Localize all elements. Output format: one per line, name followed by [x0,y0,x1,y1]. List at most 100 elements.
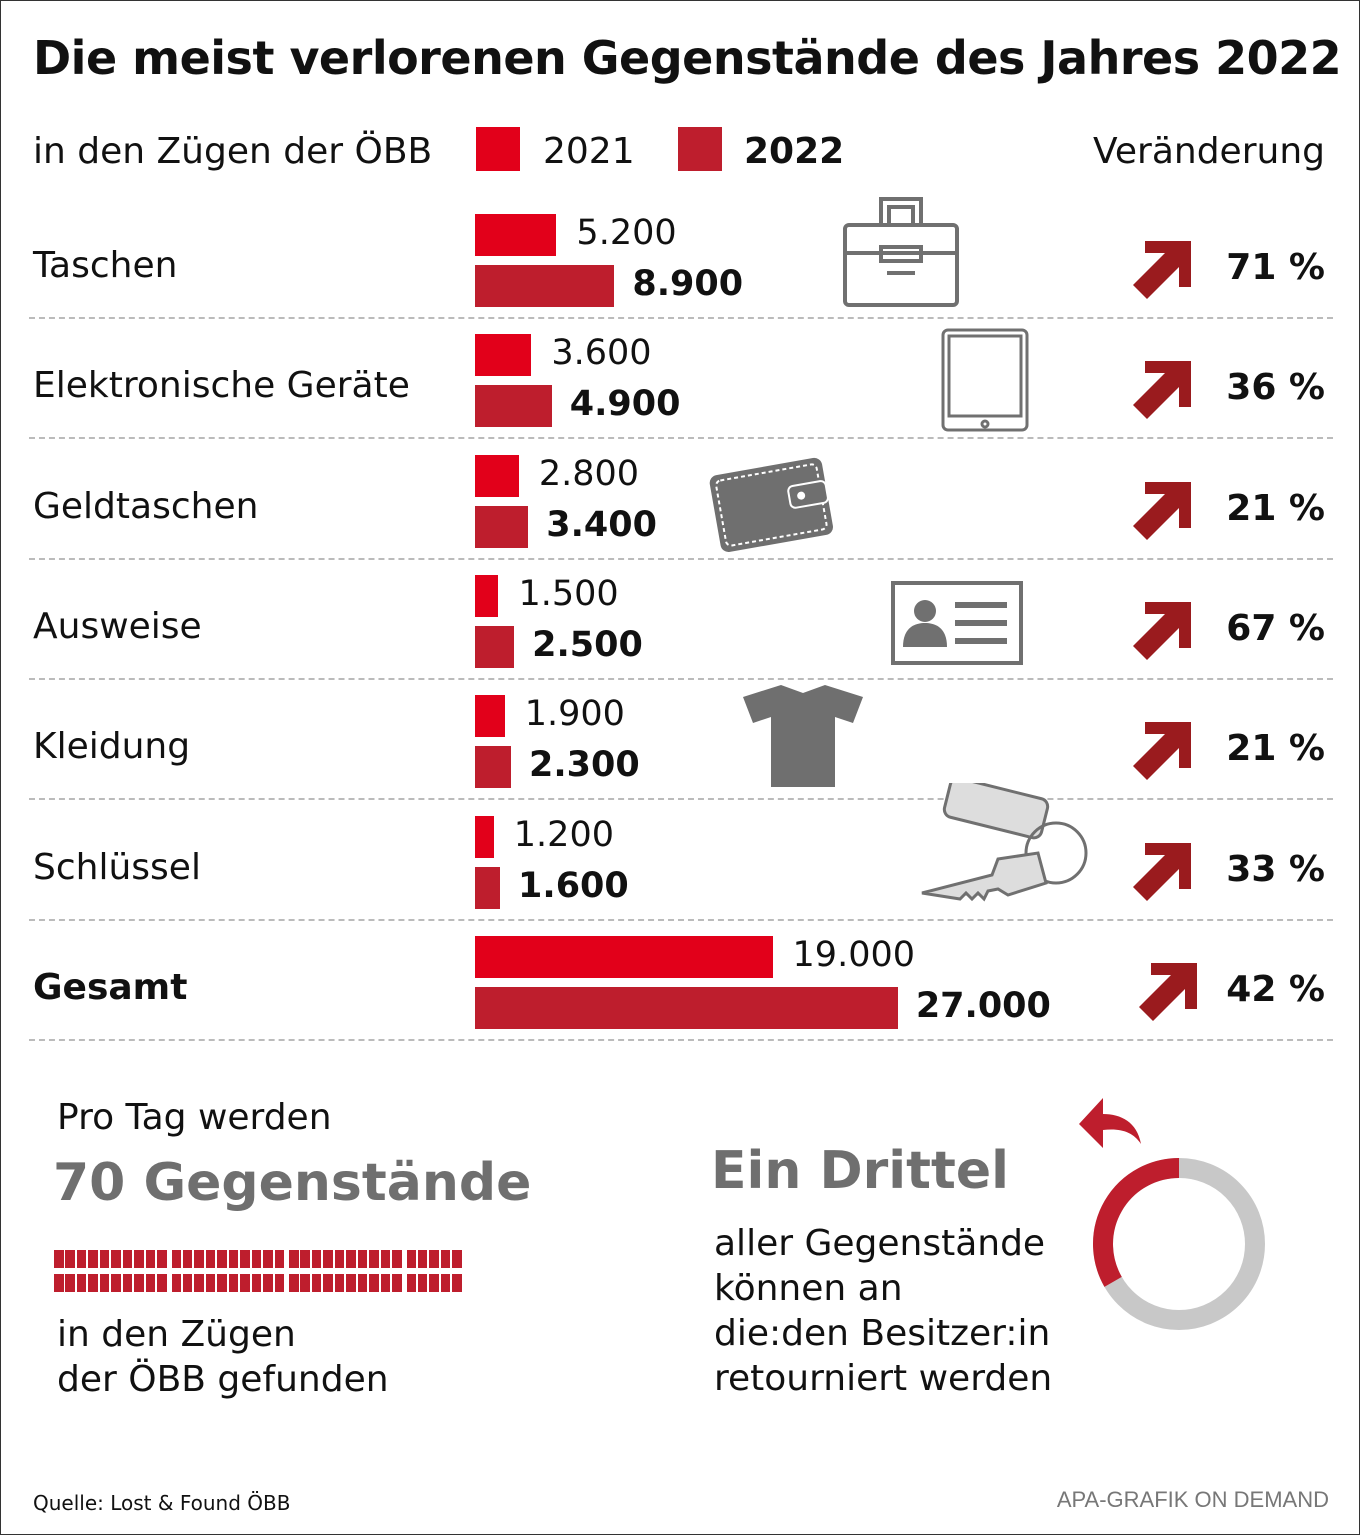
change-value: 36 % [1226,367,1325,409]
value-label-2022: 8.900 [632,264,744,304]
item-square [311,1274,322,1292]
item-square [228,1274,239,1292]
value-label-2021: 2.800 [538,453,640,494]
value-label-2022: 1.600 [518,865,629,906]
item-square [205,1274,216,1292]
page-title: Die meist verlorenen Gegenstände des Jah… [33,31,1342,85]
item-square [65,1274,75,1292]
per-day-outro-2: der ÖBB gefunden [57,1359,389,1400]
item-square [182,1274,193,1292]
item-square [99,1274,110,1292]
item-square [452,1250,462,1268]
item-square [300,1250,310,1268]
legend-swatch-2021 [476,127,520,171]
bar-2021 [475,695,505,738]
legend-label-2022: 2022 [744,131,845,172]
item-square [289,1274,299,1292]
item-square [357,1250,368,1268]
row-divider [29,918,1333,921]
bar-2022 [475,625,515,668]
returned-line-1: aller Gegenstände [714,1223,1046,1264]
item-square [194,1274,204,1292]
donut-returned-share [1093,1158,1180,1287]
tablet-icon [941,328,1031,438]
value-label-2022: 3.400 [546,504,657,545]
item-squares [54,1250,474,1294]
change-value: 21 % [1226,487,1325,529]
item-square [111,1250,121,1268]
tshirt-icon [741,683,865,793]
keys-icon [916,776,1096,917]
item-square [171,1274,181,1292]
bar-2022 [475,385,552,428]
item-square [417,1250,428,1268]
item-square [54,1274,64,1292]
item-square [145,1250,156,1268]
item-square [76,1250,87,1268]
item-square [300,1274,310,1292]
item-square [217,1250,227,1268]
bar-2021 [475,935,773,978]
item-square [76,1274,87,1292]
bar-2021 [475,454,519,497]
category-label: Kleidung [33,726,191,768]
item-square [65,1250,75,1268]
item-square [157,1274,167,1292]
item-square [205,1250,216,1268]
wallet-icon [706,448,836,562]
item-square [392,1274,402,1292]
row-divider [29,317,1333,319]
item-square [334,1250,345,1268]
item-square [440,1274,451,1292]
per-day-intro: Pro Tag werden [57,1097,332,1138]
category-label: Taschen [33,245,178,286]
row-divider [29,437,1333,440]
bar-2022 [475,265,615,307]
change-header: Veränderung [1093,131,1325,172]
item-square [346,1250,356,1268]
item-square [228,1250,239,1268]
item-square [406,1274,416,1292]
arrow-up-right-icon [1133,361,1191,420]
item-square [251,1274,262,1292]
item-square [274,1274,285,1292]
item-square [111,1274,121,1292]
item-square [369,1250,379,1268]
arrow-up-right-icon [1133,481,1191,540]
item-square [452,1274,462,1292]
item-square [182,1250,193,1268]
category-label: Gesamt [33,966,188,1008]
bar-2021 [475,815,494,858]
row-divider [29,798,1333,801]
category-label: Geldtaschen [33,485,259,527]
item-square [369,1274,379,1292]
item-square [194,1250,204,1268]
item-square [240,1250,250,1268]
legend-swatch-2022 [678,127,722,171]
item-square [122,1250,133,1268]
subtitle: in den Zügen der ÖBB [33,131,433,172]
item-square [263,1274,273,1292]
item-square [274,1250,285,1268]
change-value: 33 % [1226,848,1325,890]
item-square [171,1250,181,1268]
returned-line-4: retourniert werden [714,1358,1053,1399]
bar-2021 [475,574,499,617]
return-arrow-icon [1079,1098,1141,1148]
item-square [334,1274,345,1292]
value-label-2021: 1.900 [524,694,625,735]
item-square [99,1250,110,1268]
briefcase-icon [841,191,961,315]
category-label: Ausweise [33,605,202,647]
item-square [54,1250,64,1268]
returned-line-2: können an [714,1268,903,1309]
item-square [240,1274,250,1292]
bar-2021 [475,334,532,377]
value-label-2022: 2.500 [532,624,643,665]
value-label-2022: 2.300 [529,745,640,786]
item-square [289,1250,299,1268]
item-square [406,1250,416,1268]
item-square [346,1274,356,1292]
bar-2021 [475,214,557,256]
